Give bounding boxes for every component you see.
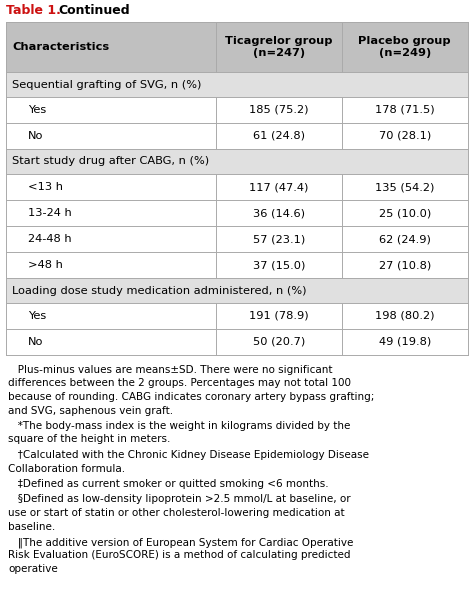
Text: †Calculated with the Chronic Kidney Disease Epidemiology Disease: †Calculated with the Chronic Kidney Dise… <box>8 450 369 460</box>
Text: 37 (15.0): 37 (15.0) <box>253 260 305 270</box>
Bar <box>6 149 468 174</box>
Text: No: No <box>28 337 44 347</box>
Text: 24-48 h: 24-48 h <box>28 234 72 244</box>
Bar <box>6 226 468 252</box>
Text: Sequential grafting of SVG, n (%): Sequential grafting of SVG, n (%) <box>12 80 201 89</box>
Text: 27 (10.8): 27 (10.8) <box>379 260 431 270</box>
Text: Ticagrelor group
(n=247): Ticagrelor group (n=247) <box>225 36 333 58</box>
Text: 36 (14.6): 36 (14.6) <box>253 208 305 218</box>
Text: 25 (10.0): 25 (10.0) <box>379 208 431 218</box>
Text: 135 (54.2): 135 (54.2) <box>375 182 434 192</box>
Text: 61 (24.8): 61 (24.8) <box>253 131 305 141</box>
Text: 13-24 h: 13-24 h <box>28 208 72 218</box>
Bar <box>6 329 468 355</box>
Text: 57 (23.1): 57 (23.1) <box>253 234 305 244</box>
Text: Continued: Continued <box>58 4 129 17</box>
Text: 191 (78.9): 191 (78.9) <box>249 311 309 321</box>
Text: 62 (24.9): 62 (24.9) <box>379 234 431 244</box>
Text: because of rounding. CABG indicates coronary artery bypass grafting;: because of rounding. CABG indicates coro… <box>8 392 374 402</box>
Bar <box>6 200 468 226</box>
Text: 50 (20.7): 50 (20.7) <box>253 337 305 347</box>
Text: differences between the 2 groups. Percentages may not total 100: differences between the 2 groups. Percen… <box>8 379 351 389</box>
Text: 185 (75.2): 185 (75.2) <box>249 105 309 115</box>
Text: 198 (80.2): 198 (80.2) <box>375 311 435 321</box>
Text: use or start of statin or other cholesterol-lowering medication at: use or start of statin or other choleste… <box>8 508 345 518</box>
Text: Placebo group
(n=249): Placebo group (n=249) <box>358 36 451 58</box>
Text: <13 h: <13 h <box>28 182 63 192</box>
Text: 117 (47.4): 117 (47.4) <box>249 182 309 192</box>
Text: operative: operative <box>8 564 58 574</box>
Text: 70 (28.1): 70 (28.1) <box>379 131 431 141</box>
Text: >48 h: >48 h <box>28 260 63 270</box>
Text: Table 1.: Table 1. <box>6 4 61 17</box>
Bar <box>6 174 468 200</box>
Text: and SVG, saphenous vein graft.: and SVG, saphenous vein graft. <box>8 406 173 416</box>
Bar <box>6 22 468 72</box>
Text: Risk Evaluation (EuroSCORE) is a method of calculating predicted: Risk Evaluation (EuroSCORE) is a method … <box>8 550 350 561</box>
Bar <box>6 72 468 97</box>
Text: Characteristics: Characteristics <box>12 42 109 52</box>
Text: ‖The additive version of European System for Cardiac Operative: ‖The additive version of European System… <box>8 537 354 547</box>
Text: Yes: Yes <box>28 311 46 321</box>
Text: 49 (19.8): 49 (19.8) <box>379 337 431 347</box>
Bar <box>6 97 468 123</box>
Text: Yes: Yes <box>28 105 46 115</box>
Bar <box>6 278 468 303</box>
Text: Start study drug after CABG, n (%): Start study drug after CABG, n (%) <box>12 156 209 167</box>
Text: No: No <box>28 131 44 141</box>
Bar <box>6 303 468 329</box>
Bar <box>6 252 468 278</box>
Text: ‡Defined as current smoker or quitted smoking <6 months.: ‡Defined as current smoker or quitted sm… <box>8 479 328 489</box>
Bar <box>6 123 468 149</box>
Text: Plus-minus values are means±SD. There were no significant: Plus-minus values are means±SD. There we… <box>8 365 332 375</box>
Text: Collaboration formula.: Collaboration formula. <box>8 464 125 473</box>
Text: §Defined as low-density lipoprotein >2.5 mmol/L at baseline, or: §Defined as low-density lipoprotein >2.5… <box>8 495 351 504</box>
Text: *The body-mass index is the weight in kilograms divided by the: *The body-mass index is the weight in ki… <box>8 421 350 431</box>
Text: 178 (71.5): 178 (71.5) <box>375 105 435 115</box>
Text: square of the height in meters.: square of the height in meters. <box>8 434 170 444</box>
Text: baseline.: baseline. <box>8 522 55 531</box>
Text: Loading dose study medication administered, n (%): Loading dose study medication administer… <box>12 286 307 295</box>
